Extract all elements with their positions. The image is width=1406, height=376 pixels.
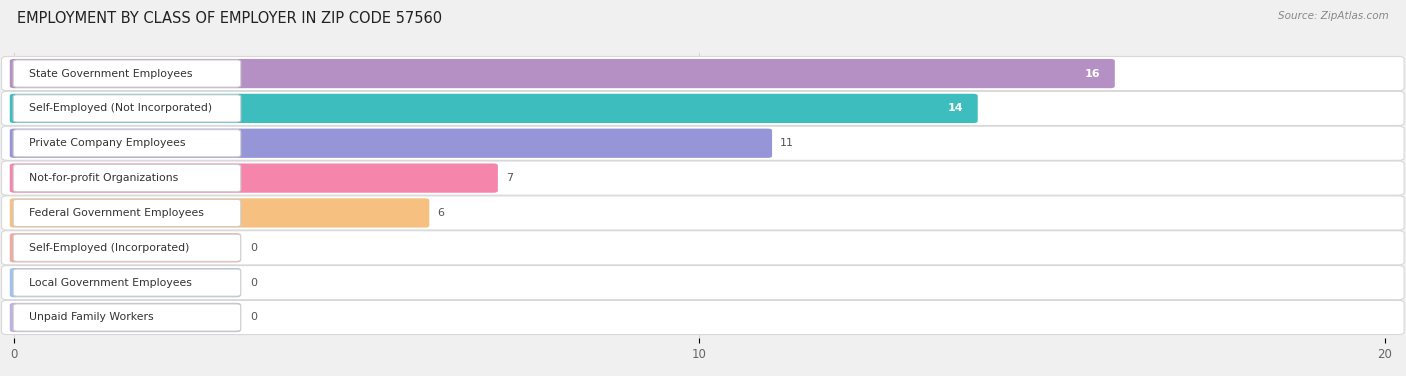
Text: Not-for-profit Organizations: Not-for-profit Organizations <box>30 173 179 183</box>
FancyBboxPatch shape <box>13 60 240 87</box>
FancyBboxPatch shape <box>13 269 240 296</box>
FancyBboxPatch shape <box>13 234 240 261</box>
FancyBboxPatch shape <box>10 164 498 193</box>
Text: 14: 14 <box>948 103 963 114</box>
FancyBboxPatch shape <box>10 303 240 332</box>
FancyBboxPatch shape <box>1 300 1405 335</box>
Text: Source: ZipAtlas.com: Source: ZipAtlas.com <box>1278 11 1389 21</box>
FancyBboxPatch shape <box>13 130 240 157</box>
Text: EMPLOYMENT BY CLASS OF EMPLOYER IN ZIP CODE 57560: EMPLOYMENT BY CLASS OF EMPLOYER IN ZIP C… <box>17 11 441 26</box>
FancyBboxPatch shape <box>13 199 240 226</box>
Text: Private Company Employees: Private Company Employees <box>30 138 186 148</box>
Text: 16: 16 <box>1085 68 1101 79</box>
Text: Local Government Employees: Local Government Employees <box>30 277 191 288</box>
Text: Self-Employed (Incorporated): Self-Employed (Incorporated) <box>30 243 190 253</box>
Text: State Government Employees: State Government Employees <box>30 68 193 79</box>
Text: Unpaid Family Workers: Unpaid Family Workers <box>30 312 153 323</box>
Text: Self-Employed (Not Incorporated): Self-Employed (Not Incorporated) <box>30 103 212 114</box>
Text: 0: 0 <box>250 277 257 288</box>
FancyBboxPatch shape <box>13 165 240 192</box>
FancyBboxPatch shape <box>10 129 772 158</box>
Text: Federal Government Employees: Federal Government Employees <box>30 208 204 218</box>
FancyBboxPatch shape <box>1 161 1405 195</box>
FancyBboxPatch shape <box>10 59 1115 88</box>
FancyBboxPatch shape <box>1 196 1405 230</box>
Text: 6: 6 <box>437 208 444 218</box>
Text: 7: 7 <box>506 173 513 183</box>
FancyBboxPatch shape <box>1 265 1405 300</box>
FancyBboxPatch shape <box>1 231 1405 265</box>
FancyBboxPatch shape <box>10 94 977 123</box>
FancyBboxPatch shape <box>1 56 1405 91</box>
FancyBboxPatch shape <box>10 198 429 227</box>
Text: 11: 11 <box>780 138 794 148</box>
FancyBboxPatch shape <box>1 126 1405 160</box>
FancyBboxPatch shape <box>10 233 240 262</box>
FancyBboxPatch shape <box>10 268 240 297</box>
FancyBboxPatch shape <box>1 91 1405 126</box>
FancyBboxPatch shape <box>13 304 240 331</box>
Text: 0: 0 <box>250 312 257 323</box>
Text: 0: 0 <box>250 243 257 253</box>
FancyBboxPatch shape <box>13 95 240 122</box>
